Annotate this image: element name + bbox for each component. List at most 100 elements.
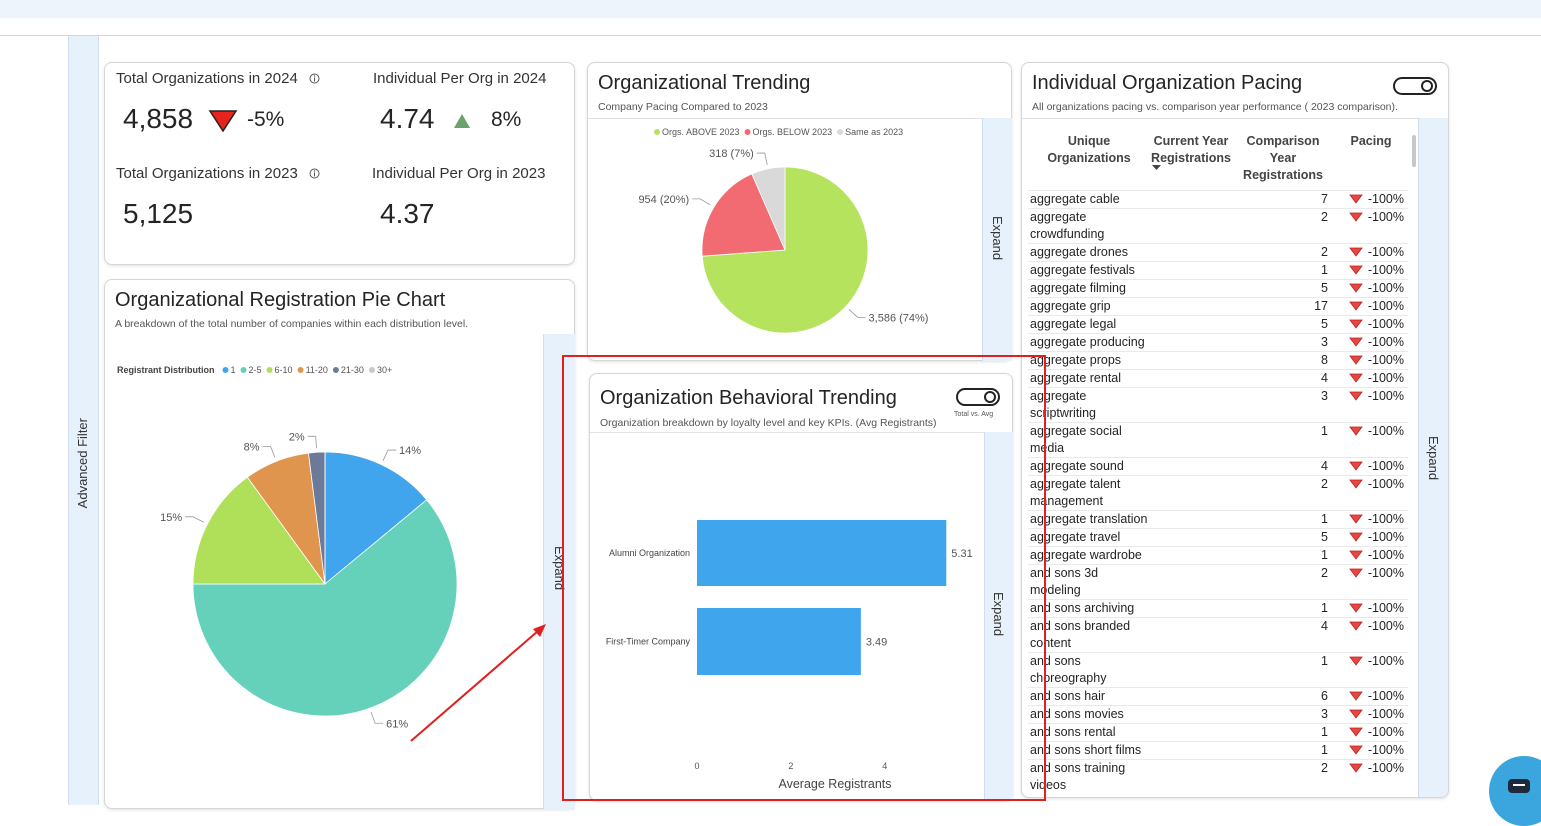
pacing-value: -100% — [1367, 353, 1404, 367]
current-year-cell — [1150, 351, 1232, 370]
pacing-cell: -100% — [1334, 261, 1408, 280]
pacing-cell: -100% — [1334, 422, 1408, 458]
pacing-value: -100% — [1367, 619, 1404, 633]
org-name: aggregate grip — [1028, 297, 1150, 316]
kpi-label: Individual Per Org in 2023 — [372, 165, 546, 182]
table-row: aggregate crowdfunding 2 -100% — [1028, 208, 1408, 244]
column-header[interactable]: Unique Organizations — [1047, 134, 1131, 165]
comparison-count: 2 — [1232, 243, 1334, 262]
down-indicator — [1349, 373, 1363, 383]
toggle-switch[interactable] — [956, 388, 1000, 406]
down-indicator — [1349, 621, 1363, 631]
down-indicator — [1349, 514, 1363, 524]
comparison-count: 5 — [1232, 315, 1334, 334]
comparison-count: 1 — [1232, 741, 1334, 760]
pacing-cell: -100% — [1334, 599, 1408, 618]
card-title: Individual Organization Pacing — [1032, 72, 1303, 94]
expand-strip[interactable]: Expand — [984, 432, 1013, 801]
expand-strip[interactable]: Expand — [1418, 118, 1448, 797]
expand-strip[interactable]: Expand — [982, 118, 1012, 361]
current-year-cell — [1150, 741, 1232, 760]
sidebar-label[interactable]: Advanced Filter — [75, 418, 90, 509]
chat-icon[interactable] — [1507, 778, 1531, 796]
card-subtitle: Company Pacing Compared to 2023 — [598, 101, 768, 113]
down-indicator — [1349, 763, 1363, 773]
org-name: and sons branded content — [1028, 617, 1150, 653]
table-header-row: Unique Organizations Current Year Regist… — [1028, 133, 1408, 191]
chat-button[interactable] — [1489, 756, 1541, 826]
current-year-cell — [1150, 387, 1232, 423]
toggle-switch[interactable] — [1393, 77, 1437, 95]
down-indicator — [1349, 355, 1363, 365]
scrollbar-thumb[interactable] — [1412, 135, 1416, 167]
down-indicator — [1349, 301, 1363, 311]
comparison-count: 2 — [1232, 564, 1334, 600]
pacing-cell: -100% — [1334, 723, 1408, 742]
column-header[interactable]: Pacing — [1350, 134, 1392, 148]
table-row: and sons short films 1 -100% — [1028, 741, 1408, 760]
top-bar — [0, 0, 1541, 18]
down-indicator — [1349, 709, 1363, 719]
down-indicator — [1349, 212, 1363, 222]
pacing-cell: -100% — [1334, 190, 1408, 209]
pacing-cell: -100% — [1334, 705, 1408, 724]
pacing-value: -100% — [1367, 512, 1404, 526]
table-row: aggregate talent management 2 -100% — [1028, 475, 1408, 511]
comparison-count: 8 — [1232, 351, 1334, 370]
pacing-cell: -100% — [1334, 297, 1408, 316]
table-row: aggregate producing 3 -100% — [1028, 333, 1408, 352]
kpi-label: Total Organizations in 2023 — [116, 165, 298, 182]
sort-indicator[interactable] — [1152, 165, 1161, 171]
down-indicator — [1349, 283, 1363, 293]
down-indicator — [1349, 691, 1363, 701]
org-name: aggregate travel — [1028, 528, 1150, 547]
pacing-cell: -100% — [1334, 510, 1408, 529]
pacing-value: -100% — [1367, 459, 1404, 473]
table-row: aggregate rental 4 -100% — [1028, 369, 1408, 388]
comparison-count: 3 — [1232, 333, 1334, 352]
down-indicator — [1349, 265, 1363, 275]
expand-label[interactable]: Expand — [990, 216, 1005, 261]
kpi-change: 8% — [491, 108, 522, 131]
table-row: aggregate cable 7 -100% — [1028, 190, 1408, 209]
comparison-count: 5 — [1232, 528, 1334, 547]
expand-strip[interactable]: Expand — [543, 334, 575, 810]
filter-sidebar[interactable]: Advanced Filter — [68, 36, 99, 805]
pacing-cell: -100% — [1334, 617, 1408, 653]
pacing-cell: -100% — [1334, 741, 1408, 760]
behavioral-card: Organization Behavioral Trending Organiz… — [589, 373, 1013, 801]
org-name: and sons archiving — [1028, 599, 1150, 618]
current-year-cell — [1150, 687, 1232, 706]
expand-label[interactable]: Expand — [1426, 436, 1441, 481]
column-header[interactable]: Current Year Registrations — [1151, 134, 1231, 165]
pacing-value: -100% — [1367, 371, 1404, 385]
org-name: and sons hair — [1028, 687, 1150, 706]
info-icon[interactable] — [309, 168, 320, 179]
current-year-cell — [1150, 705, 1232, 724]
column-header[interactable]: Comparison Year Registrations — [1243, 134, 1323, 182]
down-indicator — [1349, 391, 1363, 401]
kpi-card: Total Organizations in 2024 4,858 -5% In… — [104, 62, 575, 265]
current-year-cell — [1150, 546, 1232, 565]
expand-label[interactable]: Expand — [552, 546, 567, 591]
pacing-value: -100% — [1367, 689, 1404, 703]
down-indicator — [1349, 568, 1363, 578]
pacing-value: -100% — [1367, 335, 1404, 349]
table-row: aggregate wardrobe 1 -100% — [1028, 546, 1408, 565]
pacing-cell: -100% — [1334, 243, 1408, 262]
down-indicator — [1349, 603, 1363, 613]
pacing-value: -100% — [1367, 566, 1404, 580]
info-icon[interactable] — [309, 73, 320, 84]
card-subtitle: Organization breakdown by loyalty level … — [600, 417, 937, 429]
org-name: and sons choreography — [1028, 652, 1150, 688]
expand-label[interactable]: Expand — [991, 592, 1006, 637]
current-year-cell — [1150, 457, 1232, 476]
table-body: aggregate cable 7 -100% aggregate crowdfund… — [1028, 190, 1408, 794]
comparison-count: 6 — [1232, 687, 1334, 706]
down-indicator — [1349, 319, 1363, 329]
pacing-cell: -100% — [1334, 208, 1408, 244]
org-name: and sons 3d modeling — [1028, 564, 1150, 600]
down-indicator — [1349, 550, 1363, 560]
pacing-value: -100% — [1367, 317, 1404, 331]
